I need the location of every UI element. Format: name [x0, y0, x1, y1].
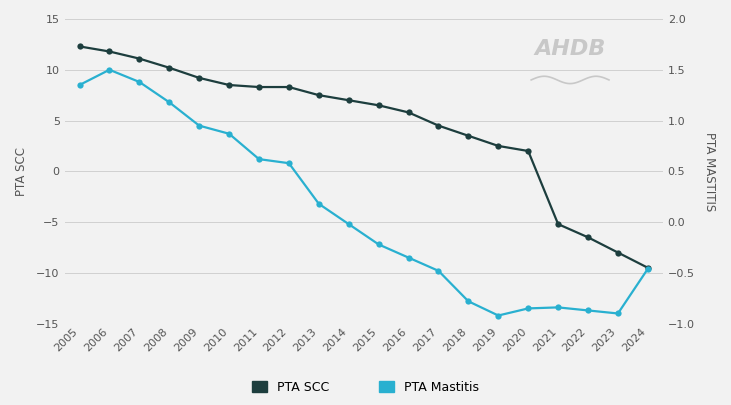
Legend: PTA SCC, PTA Mastitis: PTA SCC, PTA Mastitis	[247, 376, 484, 399]
Y-axis label: PTA MASTITIS: PTA MASTITIS	[703, 132, 716, 211]
Y-axis label: PTA SCC: PTA SCC	[15, 147, 28, 196]
Text: AHDB: AHDB	[534, 39, 606, 60]
